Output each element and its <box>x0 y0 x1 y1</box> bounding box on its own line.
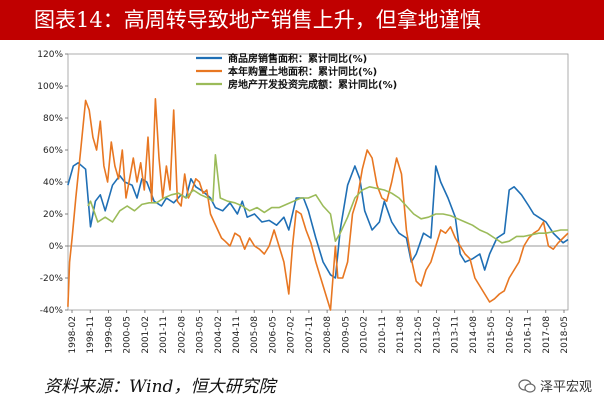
x-tick-label: 2015-05 <box>487 316 497 354</box>
x-tick-label: 2014-08 <box>469 316 479 354</box>
x-tick-label: 1999-08 <box>104 316 114 354</box>
x-tick-label: 2017-08 <box>542 316 552 354</box>
x-tick-label: 2010-11 <box>378 316 388 354</box>
y-tick-label: 100% <box>37 82 63 92</box>
y-tick-label: 120% <box>37 50 63 60</box>
x-tick-label: 2013-02 <box>432 316 442 354</box>
x-tick-label: 1998-02 <box>68 316 78 354</box>
x-tick-label: 2002-08 <box>177 316 187 354</box>
x-tick-label: 2004-02 <box>214 316 224 354</box>
y-tick-label: -20% <box>40 274 64 284</box>
x-tick-label: 2007-11 <box>305 316 315 354</box>
wechat-icon <box>518 378 536 393</box>
y-tick-label: -40% <box>40 306 64 316</box>
x-tick-label: 2018-05 <box>560 316 570 354</box>
y-tick-label: 60% <box>43 146 63 156</box>
x-tick-label: 2011-08 <box>396 316 406 354</box>
x-tick-label: 2005-08 <box>250 316 260 354</box>
x-tick-label: 1998-11 <box>86 316 96 354</box>
x-tick-label: 2007-02 <box>287 316 297 354</box>
x-tick-label: 2000-05 <box>123 316 133 354</box>
chart-title: 图表14：高周转导致地产销售上升，但拿地谨慎 <box>0 0 604 40</box>
legend-label-3: 房地产开发投资完成额：累计同比(%) <box>228 78 397 91</box>
x-tick-label: 2004-11 <box>232 316 242 354</box>
legend-label-1: 商品房销售面积：累计同比(%) <box>228 52 367 65</box>
y-tick-label: 0% <box>49 242 64 252</box>
x-tick-label: 2001-11 <box>159 316 169 354</box>
x-tick-label: 2008-08 <box>323 316 333 354</box>
watermark-text: 泽平宏观 <box>539 380 592 395</box>
y-tick-label: 20% <box>43 210 63 220</box>
chart: -40% -20% 0% 20% 40% 60% 80% 100% 120% 1998-02 199… <box>37 50 570 354</box>
watermark: 泽平宏观 <box>518 376 592 395</box>
y-tick-label: 80% <box>43 114 63 124</box>
legend-label-2: 本年购置土地面积：累计同比(%) <box>228 65 377 78</box>
source-note: 资料来源：Wind，恒大研究院 <box>44 377 276 397</box>
x-tick-label: 2016-02 <box>505 316 515 354</box>
x-tick-label: 2012-05 <box>414 316 424 354</box>
x-tick-label: 2001-02 <box>141 316 151 354</box>
y-tick-label: 40% <box>43 178 63 188</box>
series-line-2 <box>67 98 569 311</box>
x-tick-label: 2016-11 <box>524 316 534 354</box>
x-tick-label: 2013-11 <box>451 316 461 354</box>
x-tick-label: 2006-05 <box>268 316 278 354</box>
x-tick-label: 2010-02 <box>360 316 370 354</box>
x-tick-label: 2003-05 <box>196 316 206 354</box>
x-tick-label: 2009-05 <box>341 316 351 354</box>
series-line-3 <box>87 154 568 244</box>
